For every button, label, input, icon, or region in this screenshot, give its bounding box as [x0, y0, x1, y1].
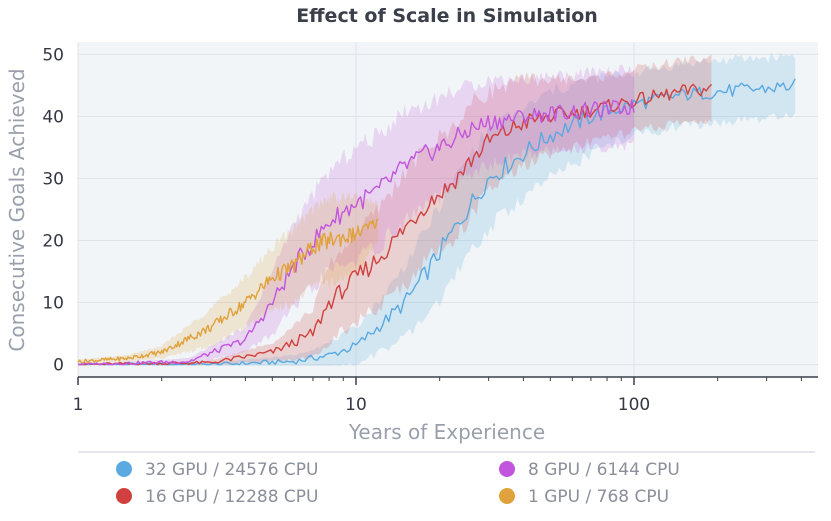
x-axis-label: Years of Experience: [348, 420, 545, 444]
legend: 32 GPU / 24576 CPU 8 GPU / 6144 CPU 16 G…: [116, 460, 680, 507]
series-32gpu-band: [78, 52, 796, 366]
series-32gpu-line: [77, 78, 796, 366]
series-8gpu-band: [78, 64, 634, 366]
x-tick-label: 100: [618, 395, 650, 415]
axes-layer: 0 10 20 30 40 50 1 10 100: [42, 45, 818, 415]
legend-label-8gpu: 8 GPU / 6144 CPU: [528, 460, 680, 480]
y-axis-label: Consecutive Goals Achieved: [5, 68, 29, 351]
series-1gpu-band: [78, 190, 378, 364]
legend-swatch-8gpu: [499, 461, 515, 477]
series-8gpu-line: [78, 99, 635, 366]
legend-label-1gpu: 1 GPU / 768 CPU: [528, 487, 669, 507]
chart-title: Effect of Scale in Simulation: [296, 5, 598, 27]
x-tick-label: 1: [73, 395, 84, 415]
legend-label-32gpu: 32 GPU / 24576 CPU: [145, 460, 319, 480]
series-1gpu-line: [77, 218, 379, 364]
legend-label-16gpu: 16 GPU / 12288 CPU: [145, 487, 319, 507]
grid-layer: [77, 42, 818, 377]
legend-swatch-16gpu: [116, 488, 132, 504]
y-tick-label: 40: [42, 107, 64, 127]
y-tick-label: 20: [42, 232, 64, 252]
legend-swatch-1gpu: [499, 488, 515, 504]
series-16gpu-band: [78, 54, 712, 365]
legend-swatch-32gpu: [116, 461, 132, 477]
y-tick-label: 0: [53, 356, 64, 376]
lines-layer: [77, 78, 796, 366]
y-tick-label: 30: [42, 169, 64, 189]
y-tick-label: 10: [42, 294, 64, 314]
bands-layer: [78, 52, 796, 366]
y-tick-label: 50: [42, 45, 64, 65]
x-tick-label: 10: [345, 395, 367, 415]
plot-background: [78, 42, 818, 377]
